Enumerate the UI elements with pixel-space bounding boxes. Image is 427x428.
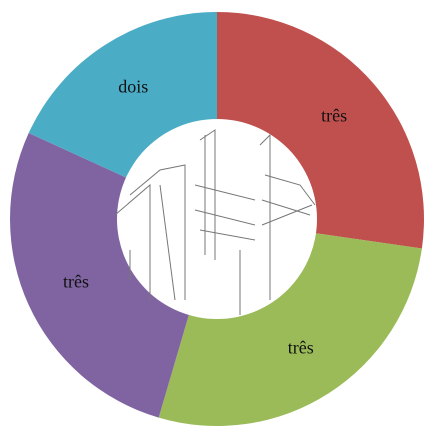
center-image [117,119,317,319]
segment-label: três [321,106,347,126]
segment-label: dois [118,77,148,97]
segment-label: três [63,272,89,292]
sketch [114,129,316,315]
segment-label: três [288,338,314,358]
